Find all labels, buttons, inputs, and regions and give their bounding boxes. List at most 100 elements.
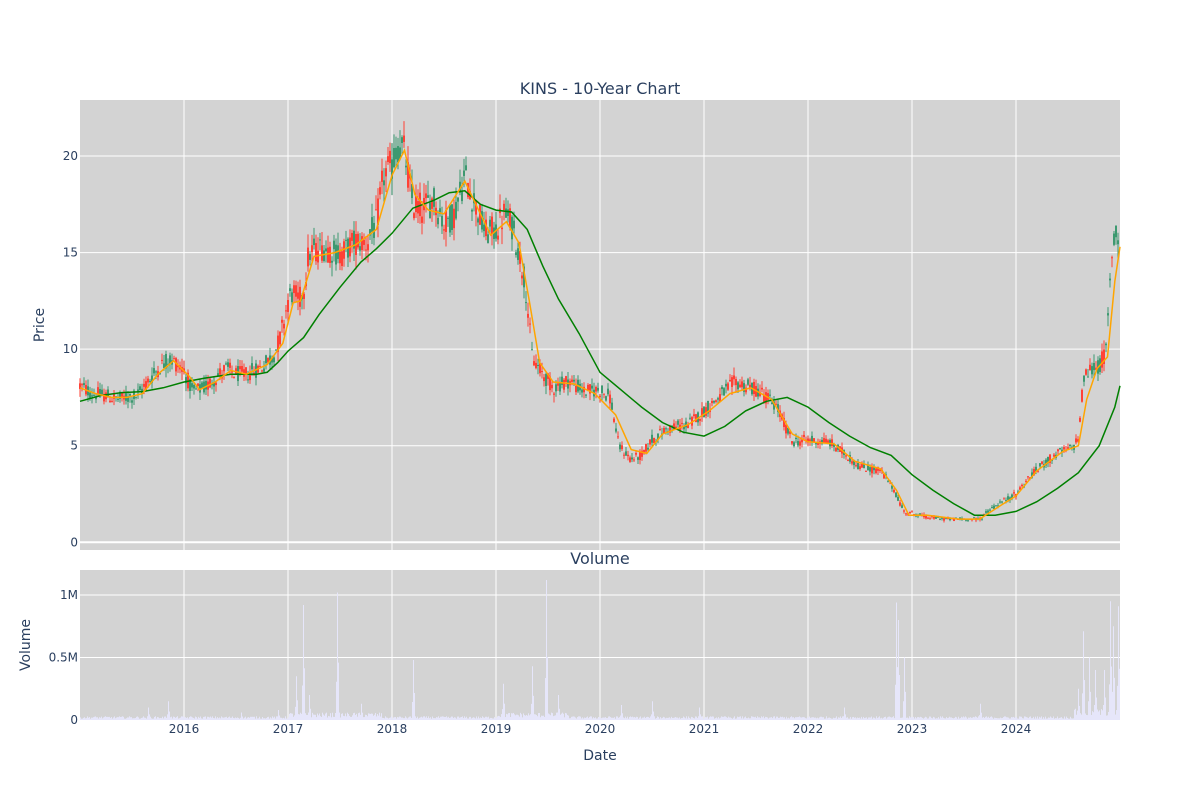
candle-body <box>251 363 253 370</box>
volume-bar <box>225 717 226 720</box>
volume-bar <box>392 718 393 720</box>
candle-body <box>927 517 929 519</box>
volume-bar <box>378 715 379 720</box>
candle-body <box>737 382 739 390</box>
candle-body <box>489 219 491 227</box>
candle-body <box>401 137 403 143</box>
volume-bar <box>438 716 439 720</box>
volume-bar <box>829 717 830 720</box>
volume-bar <box>90 718 91 720</box>
candle-body <box>643 450 645 454</box>
volume-bar <box>524 715 525 720</box>
candle-body <box>909 511 911 514</box>
volume-bar <box>658 716 659 720</box>
volume-bar <box>629 716 630 720</box>
volume-bar <box>748 717 749 720</box>
candle-body <box>1101 351 1103 368</box>
volume-bar <box>964 717 965 720</box>
volume-bar <box>573 716 574 720</box>
volume-bar <box>625 716 626 720</box>
volume-bar <box>277 716 278 720</box>
volume-bar <box>542 715 543 720</box>
volume-bar <box>122 716 123 720</box>
volume-bar <box>877 718 878 720</box>
volume-bar <box>1047 718 1048 720</box>
date-x-tick-label: 2019 <box>481 722 512 736</box>
volume-bar <box>217 717 218 720</box>
volume-bar <box>379 712 380 720</box>
volume-bar <box>862 718 863 720</box>
date-x-tick-label: 2017 <box>273 722 304 736</box>
volume-bar <box>694 718 695 720</box>
volume-bar <box>874 717 875 720</box>
volume-bar <box>406 717 407 720</box>
volume-bar <box>1017 718 1018 720</box>
volume-bar <box>816 718 817 720</box>
candle-body <box>195 388 197 390</box>
candle-body <box>295 285 297 297</box>
volume-bar <box>853 716 854 720</box>
candle-body <box>783 418 785 427</box>
volume-bars <box>80 580 1120 720</box>
volume-bar <box>280 717 281 720</box>
candle-body <box>463 170 465 176</box>
volume-bar <box>978 716 979 720</box>
volume-bar <box>551 712 552 720</box>
volume-bar <box>933 716 934 720</box>
volume-bar <box>976 716 977 720</box>
volume-bar <box>1100 714 1101 720</box>
volume-bar <box>510 716 511 720</box>
volume-bar <box>384 718 385 720</box>
volume-bar <box>391 716 392 720</box>
volume-bar <box>368 713 369 720</box>
candle-body <box>1037 470 1039 472</box>
volume-bar <box>724 716 725 720</box>
price-y-tick-label: 10 <box>63 342 78 356</box>
candle-body <box>547 373 549 379</box>
volume-bar <box>916 718 917 720</box>
candle-body <box>329 246 331 263</box>
volume-bar <box>1028 718 1029 720</box>
volume-bar <box>131 717 132 720</box>
candle-body <box>563 379 565 390</box>
volume-bar <box>512 713 513 720</box>
volume-bar <box>798 717 799 720</box>
candle-body <box>325 248 327 252</box>
volume-bar <box>143 716 144 720</box>
candle-body <box>933 516 935 519</box>
volume-bar <box>819 717 820 720</box>
candle-body <box>415 196 417 213</box>
candle-body <box>859 466 861 470</box>
volume-bar <box>227 718 228 720</box>
volume-bar <box>775 718 776 720</box>
volume-bar <box>1079 705 1080 720</box>
volume-bar <box>704 718 705 720</box>
volume-bar <box>1038 718 1039 720</box>
volume-bar <box>532 666 533 720</box>
volume-bar <box>980 703 981 720</box>
candle-body <box>137 389 139 392</box>
volume-bar <box>937 718 938 720</box>
candle-body <box>887 481 889 483</box>
candle-body <box>395 147 397 160</box>
candle-body <box>177 365 179 368</box>
date-x-tick-label: 2021 <box>689 722 720 736</box>
volume-bar <box>987 717 988 720</box>
volume-bar <box>256 716 257 720</box>
volume-bar <box>197 718 198 720</box>
volume-bar <box>144 717 145 720</box>
candle-body <box>441 215 443 227</box>
candle-body <box>381 170 383 182</box>
candle-body <box>827 440 829 443</box>
volume-bar <box>317 713 318 720</box>
volume-bar <box>310 708 311 720</box>
volume-bar <box>1114 677 1115 720</box>
candle-body <box>601 385 603 394</box>
volume-bar <box>608 716 609 720</box>
volume-bar <box>1049 717 1050 720</box>
volume-bar <box>1013 716 1014 720</box>
candle-body <box>475 200 477 215</box>
candle-body <box>197 383 199 387</box>
volume-bar <box>692 717 693 720</box>
volume-bar <box>913 716 914 720</box>
